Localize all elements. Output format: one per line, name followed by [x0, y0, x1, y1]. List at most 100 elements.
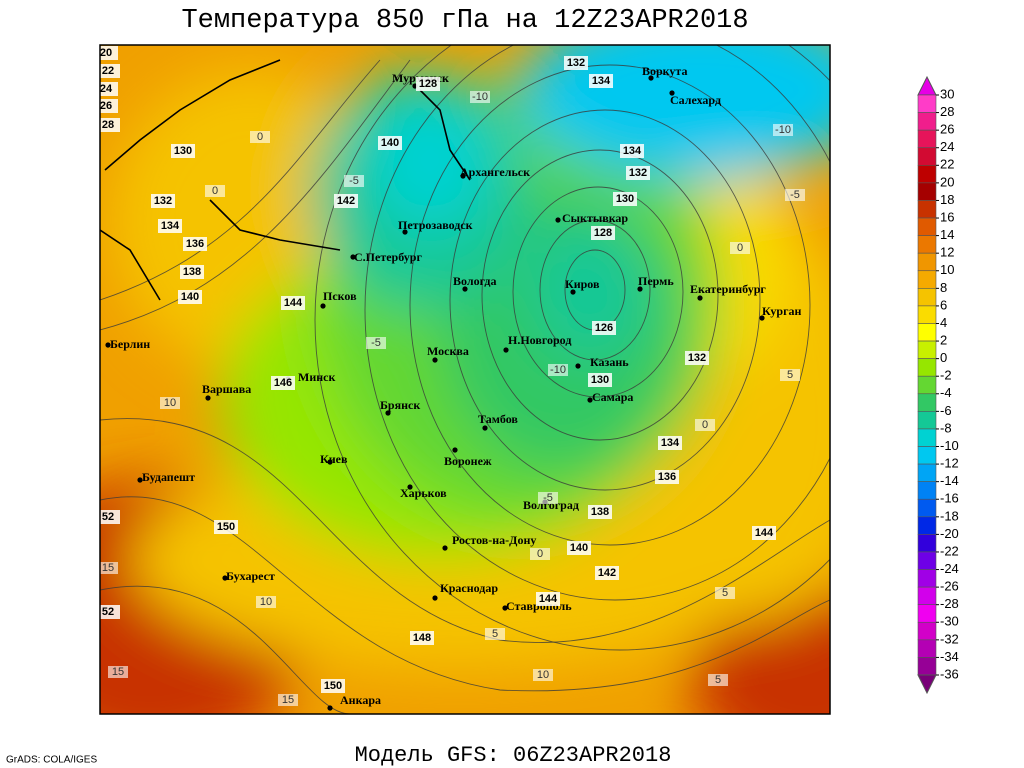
- height-label-box: [752, 526, 776, 540]
- height-label: 150: [217, 521, 235, 533]
- temp-label: 10: [164, 397, 176, 409]
- title: Температура 850 гПа на 12Z23APR2018: [181, 6, 748, 36]
- height-label-box: [588, 505, 612, 519]
- height-label-box: [180, 265, 204, 279]
- colorbar-label: 24: [940, 139, 954, 154]
- height-label: 140: [181, 291, 199, 303]
- height-label: 20: [100, 47, 112, 59]
- height-label: 136: [658, 471, 676, 483]
- height-label-box: [178, 290, 202, 304]
- city-dot: [350, 254, 356, 260]
- city-dot: [327, 705, 333, 711]
- colorbar-segment: [917, 639, 937, 658]
- colorbar-segment: [917, 481, 937, 500]
- colorbar-segment: [917, 305, 937, 324]
- city-label: Киров: [565, 277, 600, 291]
- coastline: [100, 59, 471, 301]
- model-caption: Модель GFS: 06Z23APR2018: [355, 743, 672, 768]
- colorbar-label: 4: [940, 315, 947, 330]
- height-label: 132: [688, 352, 706, 364]
- colorbar-segment: [917, 165, 937, 184]
- city-dot: [452, 447, 458, 453]
- height-label: 136: [186, 238, 204, 250]
- city-label: Воронеж: [444, 454, 492, 468]
- height-label-box: [591, 226, 615, 240]
- colorbar-label: 2: [940, 332, 947, 347]
- colorbar-label: -10: [940, 438, 959, 453]
- height-label-box: [416, 77, 440, 91]
- height-label: 144: [284, 297, 303, 309]
- colorbar-segment: [917, 94, 937, 113]
- city-dot: [402, 229, 408, 235]
- city-dot: [432, 357, 438, 363]
- city-label: Краснодар: [440, 581, 498, 595]
- colorbar-label: 10: [940, 262, 954, 277]
- height-label: 134: [623, 145, 642, 157]
- colorbar: 302826242220181614121086420-2-4-6-8-10-1…: [917, 75, 959, 695]
- height-label: 138: [591, 506, 609, 518]
- colorbar-label: 30: [940, 86, 954, 101]
- city-dot: [222, 575, 228, 581]
- temp-label-box: [98, 562, 118, 574]
- height-label: 142: [337, 195, 355, 207]
- colorbar-label: 16: [940, 209, 954, 224]
- height-label-box: [96, 605, 120, 619]
- city-label: Будапешт: [142, 470, 195, 484]
- colorbar-segment: [917, 586, 937, 605]
- height-label: 134: [592, 75, 611, 87]
- temp-label-box: [780, 369, 800, 381]
- height-label: 130: [591, 374, 609, 386]
- temp-label-box: [205, 185, 225, 197]
- height-label: 140: [381, 137, 399, 149]
- temp-label-box: [773, 124, 793, 136]
- temp-label: 0: [702, 419, 708, 431]
- city-label: Н.Новгород: [508, 333, 571, 347]
- height-label: 28: [102, 119, 114, 131]
- temp-label: -10: [550, 364, 566, 376]
- temp-label: -5: [371, 337, 381, 349]
- colorbar-segment: [917, 270, 937, 289]
- height-label-box: [655, 470, 679, 484]
- map-frame: [99, 44, 831, 715]
- colorbar-label: -32: [940, 631, 959, 646]
- temp-label: 0: [737, 242, 743, 254]
- colorbar-label: 12: [940, 245, 954, 260]
- temp-label-box: [485, 628, 505, 640]
- city-label: Пермь: [638, 274, 674, 288]
- city-dot: [442, 545, 448, 551]
- temp-label: 10: [537, 669, 549, 681]
- temp-label-box: [548, 364, 568, 376]
- temp-label: -10: [472, 91, 488, 103]
- height-label: 150: [324, 680, 342, 692]
- height-label: 132: [154, 195, 172, 207]
- colorbar-segment: [917, 411, 937, 430]
- city-label: Анкара: [340, 693, 381, 707]
- city-label: Минск: [298, 370, 335, 384]
- city-label: Берлин: [110, 337, 150, 351]
- city-dot: [502, 605, 508, 611]
- height-label: 126: [595, 322, 613, 334]
- colorbar-segment: [917, 498, 937, 518]
- temp-label-box: [160, 397, 180, 409]
- city-label: Вологда: [453, 274, 497, 288]
- height-label-box: [96, 64, 120, 78]
- temp-label-box: [470, 91, 490, 103]
- temp-label: 5: [722, 587, 728, 599]
- temp-label-box: [278, 694, 298, 706]
- colorbar-label: 20: [940, 174, 954, 189]
- colorbar-label: -26: [940, 579, 959, 594]
- city-dot: [575, 363, 581, 369]
- height-label: 52: [102, 511, 114, 523]
- height-label: 130: [174, 145, 192, 157]
- temp-label-box: [366, 337, 386, 349]
- colorbar-segment: [917, 604, 937, 623]
- colorbar-segment: [917, 112, 937, 131]
- city-label: Петрозаводск: [398, 218, 473, 232]
- temp-label-box: [730, 242, 750, 254]
- city-label: Бухарест: [226, 569, 275, 583]
- height-label: 140: [570, 542, 588, 554]
- colorbar-segment: [917, 340, 937, 359]
- colorbar-segment: [917, 393, 937, 412]
- temp-label: -10: [775, 124, 791, 136]
